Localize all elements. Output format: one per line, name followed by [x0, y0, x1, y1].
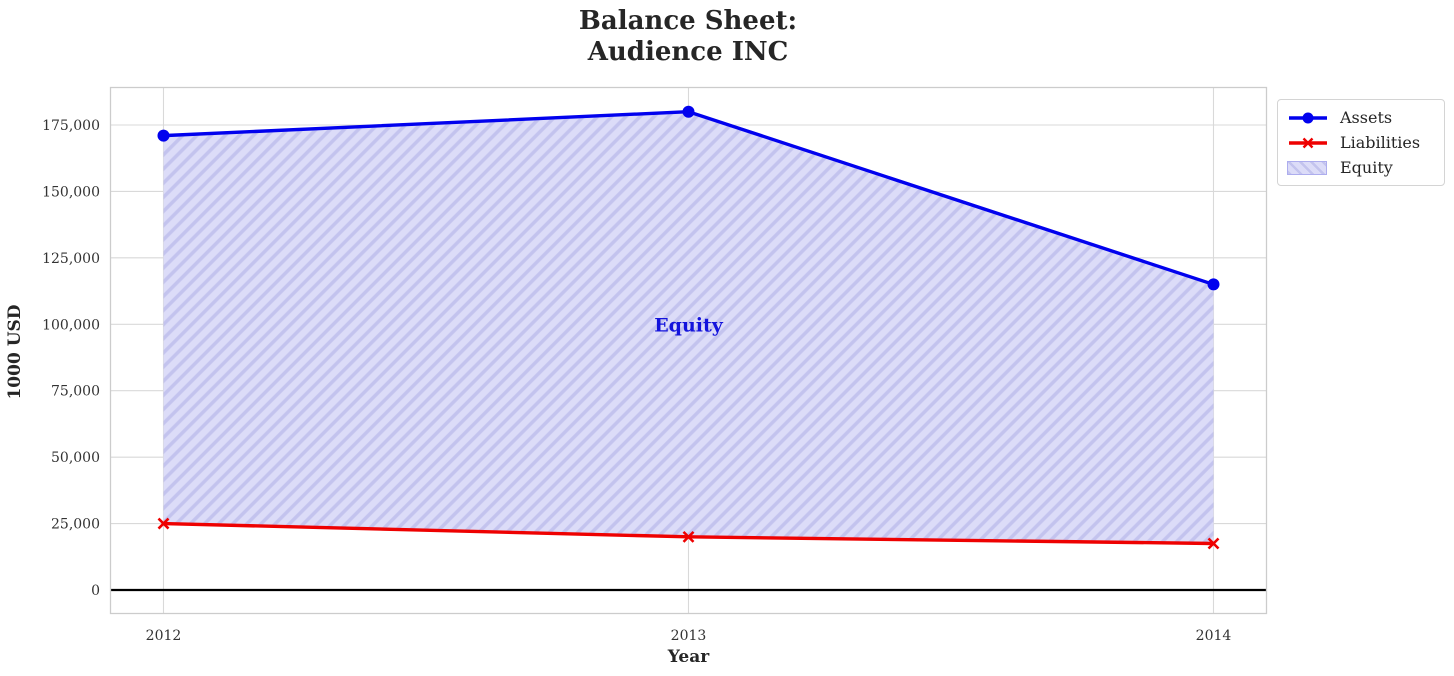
y-tick-label: 75,000	[51, 384, 100, 400]
legend-item-liabilities: Liabilities	[1287, 130, 1435, 155]
liabilities-marker	[157, 517, 170, 530]
equity-annotation: Equity	[654, 314, 724, 336]
equity-hatch-icon	[1287, 160, 1329, 176]
chart-title: Balance Sheet: Audience INC	[579, 6, 797, 68]
legend-label-liabilities: Liabilities	[1340, 132, 1421, 152]
legend-item-equity: Equity	[1287, 155, 1435, 180]
legend-label-equity: Equity	[1340, 157, 1393, 177]
plot-border	[109, 86, 1268, 615]
chart-title-line1: Balance Sheet:	[578, 6, 798, 36]
liabilities-marker	[1207, 537, 1220, 550]
legend-item-assets: Assets	[1287, 105, 1435, 130]
y-tick-label: 50,000	[51, 450, 100, 466]
equity-area	[163, 111, 1214, 544]
x-axis-label: Year	[667, 647, 710, 667]
assets-line-icon	[1287, 110, 1329, 126]
y-tick-label: 25,000	[51, 517, 100, 533]
assets-marker	[1207, 278, 1220, 291]
x-tick-label: 2014	[1196, 628, 1232, 644]
assets-marker	[682, 105, 695, 118]
y-tick-label: 100,000	[42, 317, 100, 333]
legend: Assets Liabilities Equity	[1277, 99, 1445, 186]
x-tick-label: 2012	[146, 628, 182, 644]
y-tick-label: 125,000	[42, 251, 100, 267]
y-axis-label: 1000 USD	[5, 304, 25, 399]
chart-title-line2: Audience INC	[587, 37, 789, 67]
legend-label-assets: Assets	[1340, 107, 1393, 127]
y-tick-label: 0	[91, 583, 100, 599]
liabilities-marker	[682, 530, 695, 543]
y-tick-label: 175,000	[42, 118, 100, 134]
x-tick-label: 2013	[671, 628, 707, 644]
liabilities-line-icon	[1287, 135, 1329, 151]
assets-marker	[157, 129, 170, 142]
y-tick-label: 150,000	[42, 184, 100, 200]
